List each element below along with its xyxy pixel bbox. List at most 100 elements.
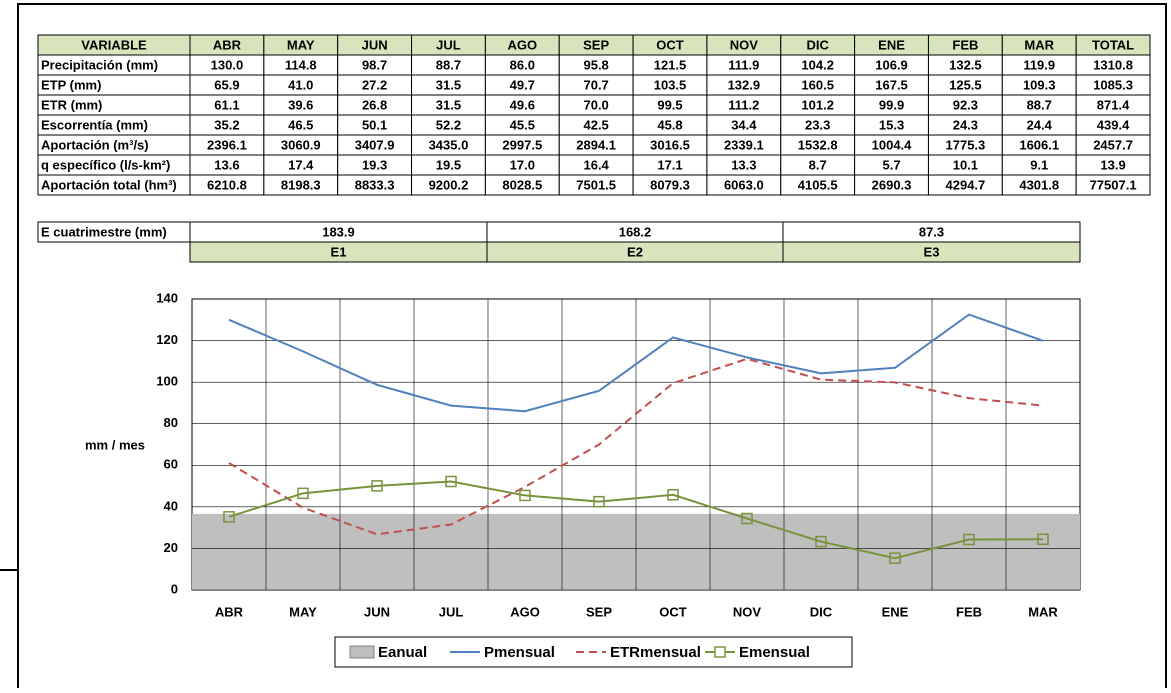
- cell-text: 35.2: [214, 117, 239, 132]
- cell-text: 1775.3: [946, 137, 986, 152]
- y-axis-label: mm / mes: [85, 437, 145, 452]
- cell-text: MAY: [287, 37, 315, 52]
- x-tick-label: FEB: [956, 604, 982, 619]
- x-tick-label: MAR: [1028, 604, 1058, 619]
- cell-text: 111.9: [728, 57, 759, 72]
- cell-text: 17.0: [510, 157, 535, 172]
- cell-text: Aportación total (hm³): [41, 177, 177, 192]
- marker: [815, 535, 827, 548]
- cell-text: q específico (l/s-km²): [41, 157, 170, 172]
- cell-text: 5.7: [882, 157, 900, 172]
- cell-text: 130.0: [211, 57, 244, 72]
- cell-text: 31.5: [436, 97, 461, 112]
- cell-text: 95.8: [583, 57, 608, 72]
- cell-text: AGO: [507, 37, 537, 52]
- cell-text: 24.3: [953, 117, 978, 132]
- cell-text: 61.1: [214, 97, 239, 112]
- cell-text: 9200.2: [429, 177, 469, 192]
- cell-text: 52.2: [436, 117, 461, 132]
- cell-text: 49.7: [510, 77, 535, 92]
- cell-text: 19.5: [436, 157, 461, 172]
- cell-text: 41.0: [288, 77, 313, 92]
- cell-text: 4301.8: [1019, 177, 1059, 192]
- y-tick-label: 80: [164, 415, 178, 430]
- cell-text: SEP: [583, 37, 609, 52]
- cell-text: 10.1: [953, 157, 978, 172]
- cell-text: 6210.8: [207, 177, 247, 192]
- cell-text: 88.7: [436, 57, 461, 72]
- cell-text: 2997.5: [502, 137, 542, 152]
- cell-text: 9.1: [1030, 157, 1048, 172]
- y-tick-label: 40: [164, 498, 178, 513]
- cell-text: 114.8: [285, 57, 317, 72]
- x-tick-label: JUN: [364, 604, 390, 619]
- frame: [17, 3, 1167, 693]
- cell-text: 167.5: [875, 77, 908, 92]
- y-tick-label: 60: [164, 457, 178, 472]
- cell-text: 13.9: [1100, 157, 1125, 172]
- cell-text: 1310.8: [1093, 57, 1133, 72]
- cell-text: 4105.5: [798, 177, 838, 192]
- x-tick-label: MAY: [289, 604, 317, 619]
- line: [228, 480, 1044, 560]
- cell-text: 86.0: [510, 57, 535, 72]
- cell-text: ENE: [878, 37, 905, 52]
- cell-text: 1606.1: [1019, 137, 1059, 152]
- x-tick-label: ABR: [215, 604, 244, 619]
- legend-label: ETRmensual: [610, 644, 701, 661]
- cell-text: MAR: [1024, 37, 1054, 52]
- table-cell: [1075, 174, 1151, 196]
- cell-text: 4294.7: [946, 177, 986, 192]
- cell-text: 17.1: [657, 157, 682, 172]
- cell-text: 31.5: [436, 77, 461, 92]
- cell-text: 132.9: [728, 77, 761, 92]
- line: [228, 313, 1044, 413]
- cell-text: 65.9: [214, 77, 239, 92]
- marker: [593, 495, 605, 508]
- cell-text: 15.3: [879, 117, 904, 132]
- cell-text: E2: [627, 244, 643, 259]
- cell-text: 119.9: [1023, 57, 1055, 72]
- tables: VARIABLE ABR MAY JUN JUL AGO SEP OCT NOV DIC ENE FE…: [37, 34, 1151, 263]
- marker: [667, 489, 679, 501]
- cell-text: 50.1: [362, 117, 387, 132]
- cell-text: 109.3: [1023, 77, 1056, 92]
- line: [228, 357, 1044, 536]
- cell-text: 104.2: [801, 57, 834, 72]
- cell-text: 3407.9: [355, 137, 395, 152]
- cell-text: E3: [924, 244, 940, 259]
- cell-text: 92.3: [953, 97, 978, 112]
- y-tick-label: 20: [164, 540, 178, 555]
- y-tick-label: 0: [171, 581, 178, 596]
- cell-text: 98.7: [362, 57, 387, 72]
- cell-text: 168.2: [619, 224, 652, 239]
- cell-text: 2339.1: [724, 137, 764, 152]
- marker: [297, 487, 309, 500]
- cell-text: 17.4: [288, 157, 314, 172]
- marker: [223, 511, 235, 523]
- legend-marker: [714, 646, 726, 658]
- cell-text: 42.5: [583, 117, 608, 132]
- cell-text: FEB: [952, 37, 978, 52]
- legend-label: Eanual: [378, 644, 427, 661]
- cell-text: 3060.9: [281, 137, 321, 152]
- legend-swatch: [349, 645, 375, 659]
- cell-text: 103.5: [654, 77, 687, 92]
- cell-text: 8079.3: [650, 177, 690, 192]
- marker: [741, 512, 753, 525]
- cell-text: 8833.3: [355, 177, 395, 192]
- cell-text: 1004.4: [872, 137, 913, 152]
- cell-text: 39.6: [288, 97, 313, 112]
- cell-text: JUL: [436, 37, 461, 52]
- x-tick-label: AGO: [510, 604, 540, 619]
- cell-text: 106.9: [875, 57, 908, 72]
- cell-text: JUN: [362, 37, 388, 52]
- cell-text: 99.5: [657, 97, 682, 112]
- cell-text: 13.3: [731, 157, 756, 172]
- cell-text: NOV: [730, 37, 759, 52]
- cell-text: 34.4: [731, 117, 757, 132]
- cell-text: 101.2: [801, 97, 834, 112]
- x-tick-label: OCT: [659, 604, 687, 619]
- chart: 0 20 40 60 80 100 120 140 ABR MAY JUN JUL AGO SEP OCT N…: [85, 290, 1081, 668]
